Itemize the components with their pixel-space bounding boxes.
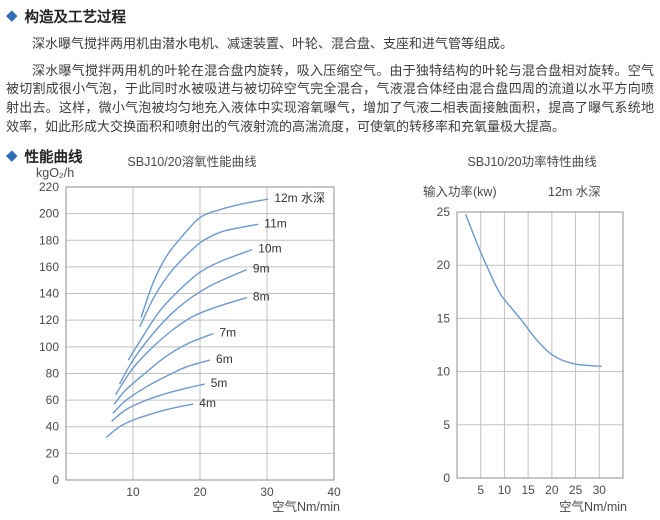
chart-title: SBJ10/20溶氧性能曲线 — [127, 154, 257, 169]
x-tick-label: 10 — [126, 485, 140, 499]
curve-9m — [118, 268, 248, 385]
x-tick-label: 20 — [193, 485, 207, 499]
y-tick-label: 200 — [39, 207, 59, 221]
y-tick-label: 20 — [437, 258, 451, 272]
curve-label-5m: 5m — [211, 376, 228, 390]
section-title-structure: 构造及工艺过程 — [24, 10, 127, 26]
y-tick-label: 15 — [437, 311, 451, 325]
curve-12m — [140, 198, 269, 318]
curve-5m — [111, 383, 205, 422]
y-tick-label: 100 — [39, 340, 59, 354]
curve-7m — [113, 332, 214, 405]
y-tick-label: 160 — [39, 260, 59, 274]
plot-border — [456, 211, 624, 479]
dissolved-oxygen-chart: 0 20 40 60 80 100 120 140 160 180 200 220 10 20 30 40 SB… — [36, 154, 341, 514]
x-axis-label: 空气Nm/min — [272, 499, 340, 514]
section-title-curves: 性能曲线 — [24, 149, 83, 166]
paragraph-process: 深水曝气搅拌两用机的叶轮在混合盘内旋转，吸入压缩空气。由于独特结构的叶轮与混合盘… — [6, 62, 654, 135]
x-tick-label: 5 — [477, 483, 484, 497]
plot-border — [65, 186, 335, 481]
y-tick-label: 20 — [46, 446, 60, 460]
y-tick-label: 140 — [39, 287, 59, 301]
curve-label-9m: 9m — [253, 262, 270, 276]
section-heading-curves: ◆ 性能曲线 — [6, 146, 654, 167]
y-tick-label: 5 — [443, 418, 450, 432]
y-tick-label: 220 — [39, 180, 59, 194]
y-tick-label: 120 — [39, 313, 59, 327]
curve-12m — [464, 213, 602, 367]
curve-label-6m: 6m — [216, 352, 233, 366]
curve-label-10m: 10m — [258, 242, 281, 256]
depth-annotation: 12m 水深 — [548, 185, 601, 199]
y-tick-label: 40 — [46, 420, 60, 434]
paragraph-components: 深水曝气搅拌两用机由潜水电机、减速装置、叶轮、混合盘、支座和进气管等组成。 — [32, 36, 514, 51]
curve-8m — [114, 296, 248, 396]
x-axis-label: 空气Nm/min — [559, 499, 627, 514]
curve-label-4m: 4m — [199, 396, 216, 410]
curve-10m — [127, 248, 253, 361]
x-tick-label: 40 — [327, 485, 341, 499]
y-axis-label: 输入功率(kw) — [423, 184, 497, 199]
y-tick-label: 25 — [437, 205, 451, 219]
x-tick-label: 20 — [545, 483, 559, 497]
charts-row: 0 20 40 60 80 100 120 140 160 180 200 220 10 20 30 40 SB… — [0, 150, 660, 520]
x-tick-label: 30 — [593, 483, 607, 497]
y-tick-label: 0 — [52, 473, 59, 487]
curve-label-7m: 7m — [219, 326, 236, 340]
x-tick-label: 30 — [260, 485, 274, 499]
y-axis-label: kgO₂/h — [36, 166, 74, 180]
curve-label-12m: 12m 水深 — [274, 191, 325, 205]
section-heading-structure: ◆ 构造及工艺过程 — [6, 6, 654, 27]
curve-4m — [105, 403, 194, 438]
x-tick-label: 25 — [569, 483, 583, 497]
power-chart: 0 5 10 15 20 25 5 10 15 20 25 30 SBJ10/20功率特性曲线输入功率(… — [423, 154, 627, 514]
curve-label-11m: 11m — [264, 216, 286, 230]
curve-6m — [112, 359, 211, 414]
diamond-icon: ◆ — [6, 7, 18, 24]
y-tick-label: 60 — [46, 393, 60, 407]
diamond-icon: ◆ — [6, 146, 18, 164]
y-tick-label: 10 — [437, 365, 451, 379]
x-tick-label: 10 — [498, 483, 512, 497]
x-tick-label: 15 — [521, 483, 535, 497]
y-tick-label: 180 — [39, 233, 59, 247]
chart-title: SBJ10/20功率特性曲线 — [467, 154, 597, 169]
y-tick-label: 80 — [46, 366, 60, 380]
y-tick-label: 0 — [443, 471, 450, 485]
curve-label-8m: 8m — [253, 290, 270, 304]
curve-11m — [139, 223, 259, 328]
